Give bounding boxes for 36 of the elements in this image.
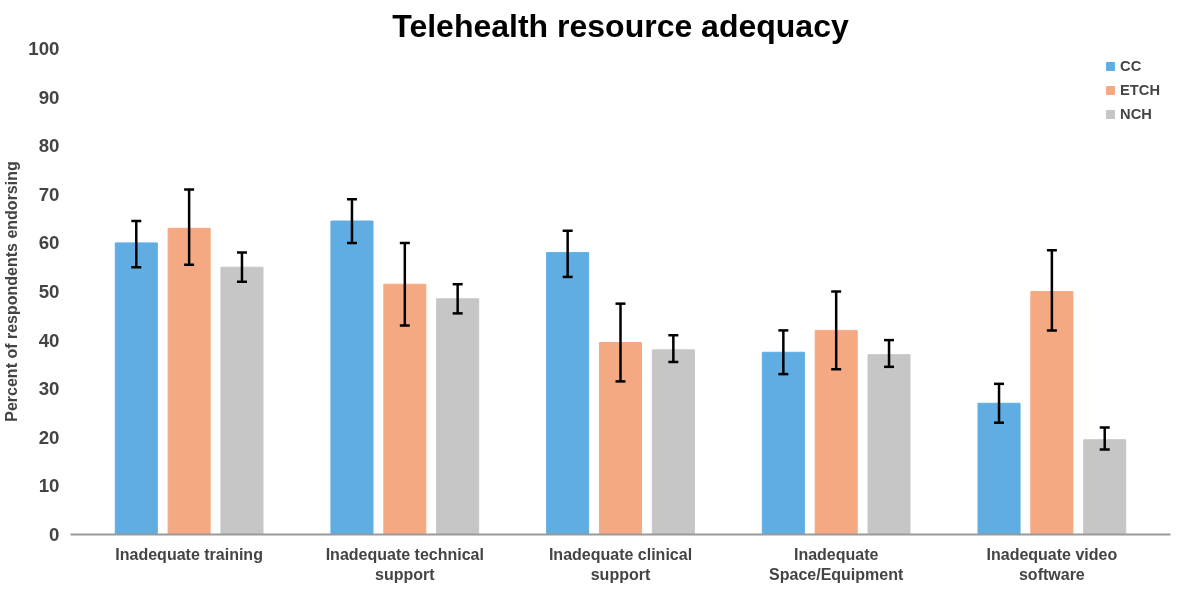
y-tick-label: 10 <box>38 475 60 497</box>
bar <box>761 351 805 535</box>
y-tick-label: 90 <box>38 86 60 108</box>
y-tick-label: 40 <box>38 329 60 351</box>
y-tick-label: 50 <box>38 281 60 302</box>
bar <box>867 354 911 535</box>
x-tick-label: Inadequate Space/Equipment <box>769 545 904 583</box>
bar <box>598 342 643 535</box>
y-tick-label: 30 <box>38 378 60 400</box>
legend-label: ETCH <box>1120 82 1160 98</box>
x-tick-label: Inadequate training <box>115 545 263 563</box>
chart-title: Telehealth resource adequacy <box>392 7 849 44</box>
bar <box>114 242 158 535</box>
bar <box>167 227 211 535</box>
bar <box>1030 291 1074 535</box>
bar <box>436 298 480 535</box>
y-axis-title: Percent of respondents endorsing <box>3 161 21 422</box>
y-tick-label: 70 <box>38 183 60 205</box>
y-tick-label: 20 <box>38 426 60 448</box>
y-tick-label: 80 <box>38 135 60 157</box>
bar <box>977 402 1021 535</box>
x-tick-label: Inadequate video software <box>986 545 1118 583</box>
legend-label: CC <box>1120 58 1142 74</box>
bar <box>220 266 264 535</box>
x-tick-label: Inadequate clinical support <box>548 545 693 583</box>
x-tick-label: Inadequate technical support <box>325 545 484 583</box>
y-tick-label: 0 <box>49 524 60 545</box>
y-tick-label: 60 <box>38 232 60 254</box>
bar <box>1083 439 1127 535</box>
bar <box>651 349 695 535</box>
legend-label: NCH <box>1120 106 1152 122</box>
bar <box>383 283 427 535</box>
bar <box>330 220 374 535</box>
bar <box>814 329 858 535</box>
y-tick-label: 100 <box>28 38 60 59</box>
bar <box>546 252 590 535</box>
